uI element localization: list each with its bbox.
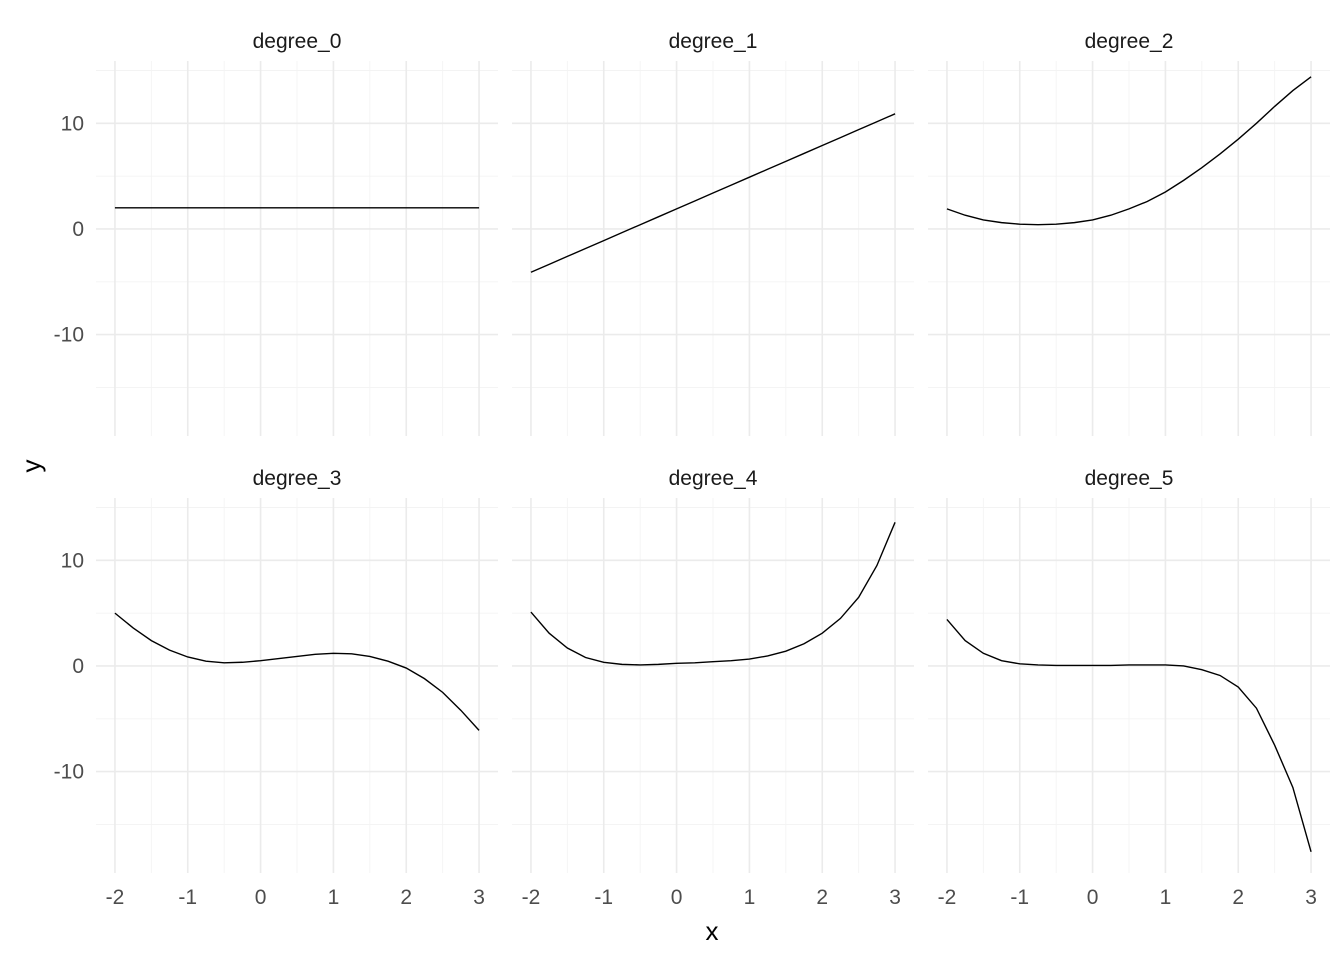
y-tick-label: 0 [72,655,84,678]
facet-panel-degree_2: degree_2 [928,30,1330,436]
x-tick-label: 2 [1232,886,1244,909]
x-tick-label: 2 [816,886,828,909]
facet-panel-degree_0: degree_0 -10 0 10 [54,30,498,436]
x-tick-label: 3 [889,886,901,909]
x-tick-label: 1 [1160,886,1172,909]
series-line-degree_5 [946,619,1312,853]
y-tick-label: 10 [61,112,84,135]
y-tick-label: -10 [54,761,84,784]
facet-panel-degree_1: degree_1 [512,30,914,436]
x-tick-label: 0 [1087,886,1099,909]
x-tick-label: 0 [671,886,683,909]
x-tick-label: -2 [522,886,541,909]
facet-strip-label: degree_3 [253,467,342,490]
x-tick-label: 1 [744,886,756,909]
x-tick-label: -1 [594,886,613,909]
x-tick-label: -1 [1010,886,1029,909]
y-tick-label: 10 [61,549,84,572]
series-line-degree_1 [530,113,896,273]
series-line-degree_3 [114,612,480,731]
y-axis-title: y [16,460,46,473]
x-tick-label: -1 [178,886,197,909]
y-tick-label: -10 [54,324,84,347]
x-tick-label: 0 [255,886,267,909]
facet-strip-label: degree_0 [253,30,342,53]
facet-strip-label: degree_2 [1085,30,1174,53]
facet-strip-label: degree_1 [669,30,758,53]
y-tick-label: 0 [72,218,84,241]
x-tick-label: 3 [473,886,485,909]
facet-panel-degree_5: degree_5 -2 -1 0 1 2 3 [928,467,1330,909]
x-tick-label: 3 [1305,886,1317,909]
facet-panel-degree_4: degree_4 -2 -1 0 1 2 3 [512,467,914,909]
x-tick-label: -2 [106,886,125,909]
x-axis-title: x [706,916,719,946]
facet-strip-label: degree_4 [669,467,758,490]
x-tick-label: -2 [938,886,957,909]
facet-strip-label: degree_5 [1085,467,1174,490]
x-tick-label: 2 [400,886,412,909]
series-line-degree_4 [530,522,896,666]
series-line-degree_2 [946,76,1312,226]
x-tick-label: 1 [328,886,340,909]
